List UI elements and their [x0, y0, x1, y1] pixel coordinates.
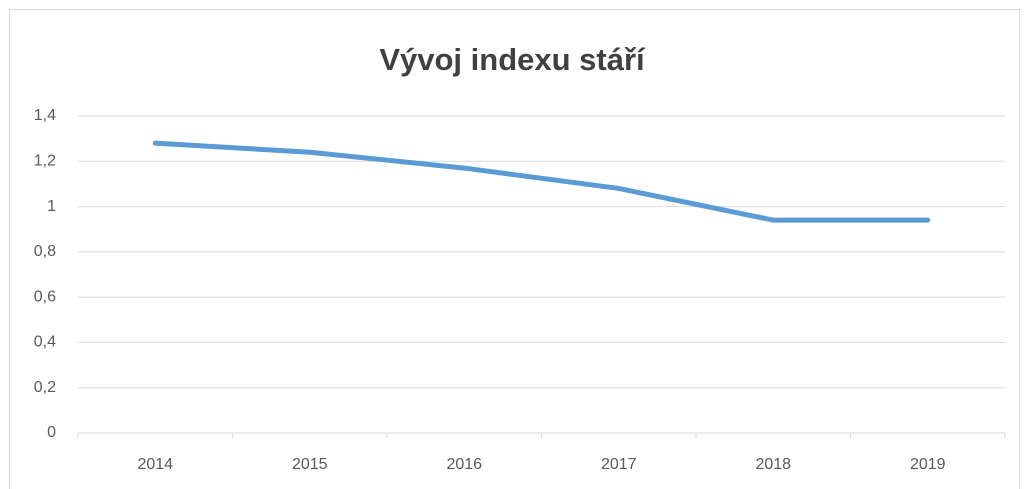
chart-border	[9, 9, 1020, 489]
y-tick-label: 0,2	[34, 379, 56, 396]
y-tick-label: 1,4	[34, 107, 56, 124]
y-tick-label: 0,8	[34, 243, 56, 260]
y-tick-label: 0,6	[34, 288, 56, 305]
line-series	[152, 140, 931, 223]
x-tick-label: 2016	[446, 456, 482, 473]
chart-title: Vývoj indexu stáří	[379, 42, 646, 77]
x-tick-label: 2018	[755, 456, 791, 473]
y-tick-label: 1	[47, 198, 56, 215]
y-tick-label: 0,4	[34, 334, 56, 351]
x-tick-label: 2015	[292, 456, 328, 473]
x-tick-label: 2019	[910, 456, 946, 473]
y-tick-label: 0	[47, 424, 56, 441]
y-tick-label: 1,2	[34, 153, 56, 170]
x-tick-label: 2014	[137, 456, 173, 473]
x-tick-label: 2017	[601, 456, 637, 473]
